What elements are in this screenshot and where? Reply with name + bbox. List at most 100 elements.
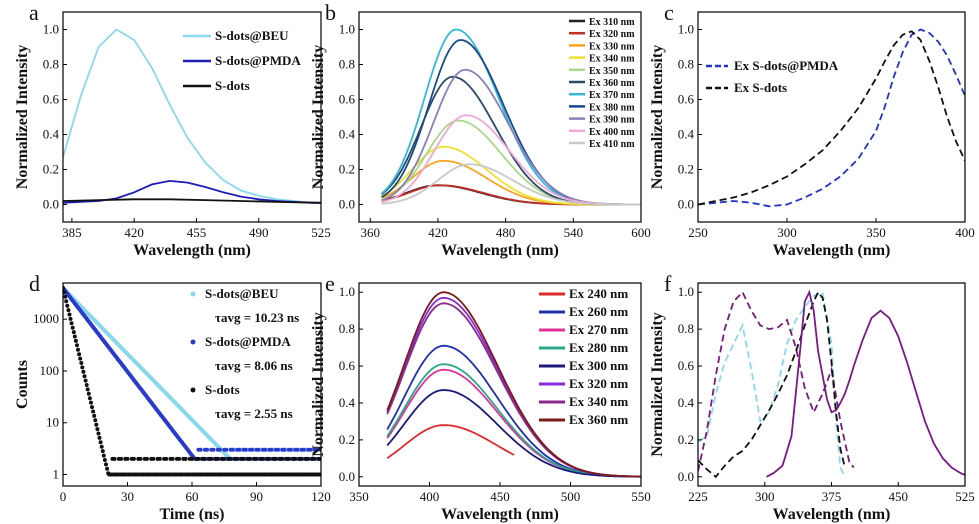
plot-area [63, 286, 321, 477]
data-point [144, 456, 149, 461]
y-axis-label: Normalized Intensity [14, 45, 31, 189]
legend-label: Ex 390 nm [589, 115, 635, 126]
data-point [164, 456, 169, 461]
data-point [261, 456, 265, 461]
y-tick-label: 0.8 [678, 321, 694, 336]
series-line-S-dots [63, 198, 321, 204]
x-axis-label: Wavelength (nm) [773, 242, 891, 259]
y-tick-label: 0.6 [678, 92, 695, 107]
y-tick-label: 0.6 [678, 358, 695, 373]
data-point [99, 444, 104, 449]
data-point [81, 369, 86, 374]
data-point [209, 456, 214, 461]
series-line [698, 290, 846, 479]
y-tick-label: 0.4 [678, 395, 695, 410]
series-line-Ex 240 nm [386, 424, 515, 459]
y-tick-label: 0.4 [678, 127, 695, 142]
data-point [131, 456, 136, 461]
data-point [224, 447, 229, 452]
x-tick-label: 360 [361, 225, 381, 240]
x-tick-label: 0 [60, 489, 67, 504]
x-tick-label: 385 [62, 225, 82, 240]
data-point [256, 447, 261, 452]
series-line-S-dots@BEU [63, 28, 321, 204]
legend-label: Ex 370 nm [589, 90, 635, 101]
data-point [276, 447, 280, 452]
data-point [100, 449, 105, 454]
y-tick-label: 0.8 [43, 57, 59, 72]
y-tick-label: 0.2 [339, 162, 355, 177]
x-tick-label: 300 [777, 225, 797, 240]
data-point [263, 447, 268, 452]
data-point [92, 413, 97, 418]
y-tick-label: 0.2 [678, 432, 694, 447]
data-point [95, 427, 100, 432]
x-tick-label: 550 [631, 489, 651, 504]
x-tick-label: 350 [349, 489, 369, 504]
panel-e: 350 400 450 500 550 0.0 0.2 0.4 0.6 0.8 1.0 Wavelen… [310, 271, 651, 523]
data-point [267, 456, 272, 461]
y-tick-label: 0.2 [678, 162, 694, 177]
x-tick-label: 490 [249, 225, 269, 240]
panel-label: c [664, 0, 674, 25]
series-line-Ex S-dots@PMDA [698, 28, 965, 208]
plot-area [698, 289, 965, 479]
panel-f: 225 300 375 450 525 0.0 0.2 0.4 0.6 0.8 1.0 Wavelen… [649, 271, 975, 523]
y-tick-label: 0.0 [339, 469, 355, 484]
x-tick-label: 455 [187, 225, 207, 240]
data-point [306, 456, 311, 461]
data-point [241, 456, 246, 461]
legend-tau-label: τavg = 10.23 ns [215, 310, 299, 325]
data-point [299, 456, 304, 461]
legend-tau-label: τavg = 2.55 ns [215, 406, 293, 421]
data-point [72, 334, 77, 339]
panel-label: a [29, 0, 39, 25]
legend-label: Ex 340 nm [569, 394, 628, 409]
data-point [104, 462, 108, 467]
y-tick-label: 1.0 [678, 284, 694, 299]
legend-label: Ex 330 nm [589, 41, 635, 52]
x-tick-label: 400 [955, 225, 975, 240]
x-tick-label: 30 [121, 489, 134, 504]
y-tick-label: 0.6 [339, 358, 356, 373]
legend-marker [190, 387, 196, 393]
data-point [177, 456, 182, 461]
y-axis-label: Normalized Intensity [649, 312, 666, 456]
data-point [75, 343, 79, 348]
panel-label: b [325, 0, 336, 25]
data-point [301, 447, 306, 452]
series-line-Ex S-dots [698, 30, 965, 206]
data-point [273, 456, 278, 461]
y-tick-label: 1.0 [339, 284, 355, 299]
data-point [63, 294, 68, 299]
legend-label: S-dots@PMDA [215, 53, 301, 68]
y-tick-label: 0.6 [43, 92, 60, 107]
y-tick-label: 10 [46, 415, 59, 430]
y-tick-label: 100 [40, 363, 60, 378]
x-tick-label: 225 [688, 489, 708, 504]
legend-label: Ex 260 nm [569, 304, 628, 319]
legend-label: Ex 360 nm [589, 78, 635, 89]
legend-label: S-dots [215, 78, 250, 93]
x-tick-label: 450 [490, 489, 510, 504]
series-line-Ex 330 nm [381, 159, 641, 206]
y-tick-label: 0.4 [339, 395, 356, 410]
y-tick-label: 0.8 [678, 57, 694, 72]
data-point [69, 321, 74, 326]
y-tick-label: 0.4 [339, 127, 356, 142]
x-tick-label: 350 [866, 225, 886, 240]
legend-tau-label: τavg = 8.06 ns [215, 358, 293, 373]
y-tick-label: 1000 [33, 311, 59, 326]
plot-area [381, 28, 641, 206]
panel-label: d [29, 271, 40, 296]
series-line [698, 290, 846, 478]
y-tick-label: 1.0 [678, 22, 694, 37]
legend-label: S-dots [205, 382, 240, 397]
data-point [248, 456, 252, 461]
data-point [280, 456, 285, 461]
data-point [98, 440, 103, 445]
data-point [63, 290, 67, 295]
plot-frame [697, 282, 966, 487]
data-point [71, 330, 76, 335]
